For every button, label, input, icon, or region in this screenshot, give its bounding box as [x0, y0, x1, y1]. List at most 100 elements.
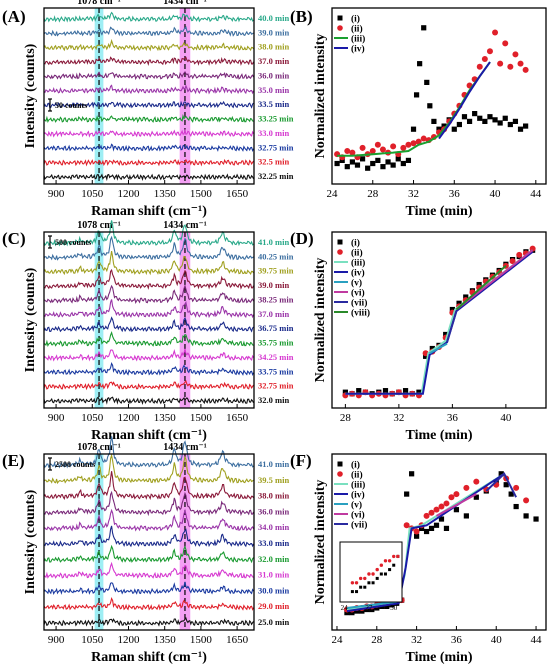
- legend-label: (viii): [351, 308, 370, 319]
- band-label-1078: 1078 cm⁻¹: [77, 0, 121, 7]
- data-point: [400, 160, 406, 167]
- data-point: [497, 60, 504, 67]
- x-tick-label: 1350: [154, 412, 177, 424]
- data-point: [409, 471, 415, 477]
- data-point: [405, 157, 412, 163]
- spectrum-line: [43, 471, 254, 501]
- spectrum-line: [43, 173, 254, 182]
- spectrum-line: [43, 362, 254, 376]
- fit-line: [485, 472, 517, 498]
- x-tick-label: 1200: [117, 412, 140, 424]
- data-point: [342, 389, 348, 395]
- inset-point: [367, 572, 371, 576]
- spectrum-line: [43, 38, 254, 52]
- panel-label-D: (D): [290, 229, 314, 248]
- data-point: [423, 353, 429, 359]
- legend-label: (vii): [351, 520, 367, 531]
- spectrum-line: [43, 158, 254, 167]
- fit-line: [436, 493, 477, 517]
- series-label: 39.75 min: [258, 266, 294, 276]
- band-label-1078: 1078 cm⁻¹: [77, 442, 121, 453]
- spectrum-line: [43, 25, 254, 37]
- series-label: 33.25 min: [258, 114, 294, 124]
- inset-frame: [339, 541, 403, 603]
- data-point: [385, 159, 391, 165]
- spectrum-line: [43, 436, 254, 469]
- x-tick-label: 1200: [117, 634, 140, 646]
- data-point: [507, 63, 514, 70]
- data-point: [364, 606, 370, 613]
- inset-point: [388, 568, 392, 572]
- data-point: [349, 159, 355, 165]
- legend-label: (iii): [351, 258, 365, 269]
- data-point: [507, 121, 513, 128]
- spectrum-line: [43, 453, 254, 485]
- spectrum-line: [43, 508, 255, 532]
- series-label: 33.5 min: [258, 99, 289, 109]
- spectrum-line: [43, 380, 254, 391]
- data-point: [369, 606, 375, 613]
- data-point: [487, 114, 493, 120]
- inset-point: [359, 585, 363, 589]
- scale-bar-label: 500 counts: [55, 238, 91, 247]
- inset-point: [396, 554, 400, 559]
- data-point: [390, 143, 397, 150]
- data-point: [503, 482, 509, 488]
- data-point: [461, 114, 468, 120]
- x-tick-label: 900: [48, 188, 65, 200]
- y-axis-label: Intensity (counts): [23, 489, 38, 594]
- inset-tick-label: 24: [341, 604, 349, 612]
- series-label: 34.0 min: [258, 522, 289, 532]
- plot-frame: [331, 7, 547, 185]
- spectrum-line: [43, 581, 254, 596]
- x-axis-label: Raman shift (cm⁻¹): [91, 204, 207, 219]
- series-label: 33.0 min: [258, 538, 289, 548]
- legend-label: (i): [351, 238, 360, 249]
- data-point: [481, 56, 488, 62]
- series-label: 37.0 min: [258, 56, 289, 66]
- inset-point: [379, 563, 384, 567]
- data-point: [443, 500, 450, 507]
- series-label: 37.0 min: [258, 309, 289, 319]
- data-point: [370, 160, 376, 167]
- data-point: [417, 61, 423, 67]
- plot-frame: [43, 453, 255, 631]
- spectrum-line: [43, 348, 254, 362]
- spectrum-line: [43, 113, 254, 124]
- series-label: 32.0 min: [258, 554, 289, 564]
- series-label: 38.25 min: [258, 294, 294, 304]
- data-point: [403, 522, 410, 529]
- data-point: [359, 608, 365, 614]
- spectrum-line: [43, 100, 254, 109]
- legend-label: (ii): [351, 470, 363, 481]
- inset-point: [355, 590, 359, 594]
- series-label: 35.75 min: [258, 338, 294, 348]
- fit-line: [446, 310, 458, 343]
- spectrum-line: [43, 220, 254, 247]
- data-point: [349, 610, 355, 616]
- data-point: [438, 503, 445, 510]
- series-label: 41.0 min: [258, 459, 289, 469]
- spectrum-line: [43, 561, 254, 579]
- spectrum-line: [43, 268, 255, 290]
- inset-point: [367, 581, 371, 585]
- x-tick-label: 1050: [81, 412, 104, 424]
- fit-line: [455, 265, 507, 311]
- data-point: [395, 156, 401, 162]
- data-point: [420, 135, 427, 142]
- data-point: [428, 525, 435, 531]
- data-point: [448, 494, 455, 501]
- series-label: 39.5 min: [258, 475, 289, 485]
- fit-line: [346, 600, 397, 609]
- data-point: [428, 509, 435, 516]
- x-axis-label: Raman shift (cm⁻¹): [91, 428, 207, 443]
- data-point: [473, 494, 479, 500]
- x-tick-label: 40: [500, 412, 512, 424]
- data-point: [344, 164, 350, 170]
- data-point: [492, 117, 498, 123]
- x-tick-label: 32: [393, 412, 404, 424]
- spectrum-line: [43, 251, 254, 276]
- inset-point: [371, 581, 375, 585]
- inset-point: [354, 581, 359, 585]
- legend-marker: [337, 249, 343, 255]
